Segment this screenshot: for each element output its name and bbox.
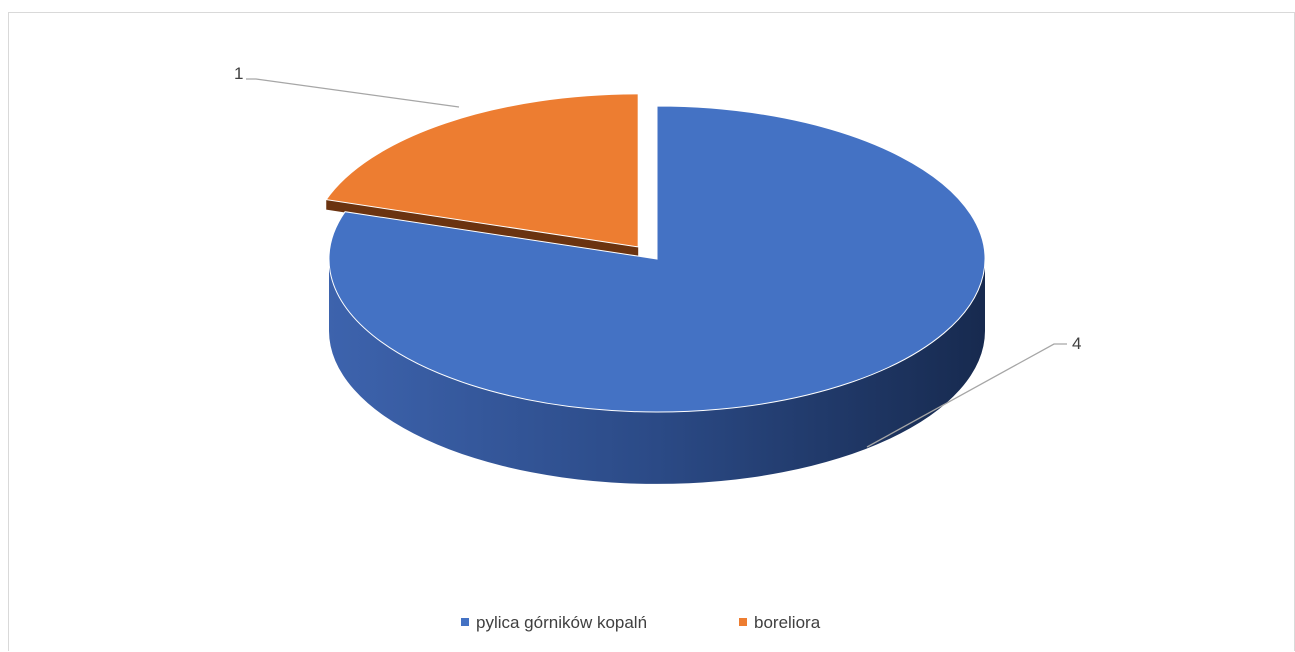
pie-slice-pylica [328,105,986,484]
slice-side-pylica [329,259,985,484]
data-label-pylica: 4 [1072,334,1081,353]
leader-line-pylica [866,343,1067,448]
slice-face2-boreliora [326,199,639,257]
legend-swatch-pylica [461,618,469,626]
chart-area: 4 1 pylica górników kopalń boreliora [8,12,1295,651]
leader-line-boreliora [246,78,460,108]
slice-top-boreliora [325,93,639,248]
slice-top-pylica [328,105,986,413]
legend: pylica górników kopalń boreliora [461,613,821,632]
legend-label-pylica: pylica górników kopalń [476,613,647,632]
pie-slice-boreliora [325,93,639,257]
data-label-boreliora: 1 [234,64,243,83]
legend-label-boreliora: boreliora [754,613,821,632]
pie-chart: 4 1 pylica górników kopalń boreliora [234,64,1081,632]
legend-swatch-boreliora [739,618,747,626]
